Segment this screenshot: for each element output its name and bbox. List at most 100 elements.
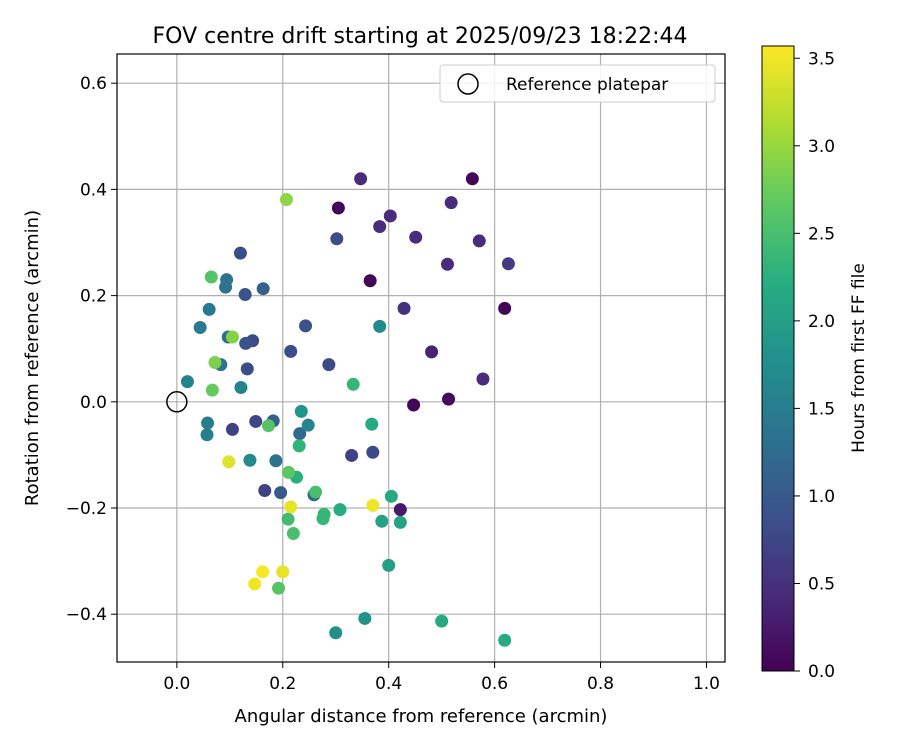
data-point — [284, 344, 298, 358]
data-point — [256, 282, 270, 296]
data-point — [269, 454, 283, 468]
colorbar-tick-label: 1.0 — [808, 487, 835, 507]
y-tick-label: 0.2 — [80, 287, 107, 307]
data-point — [440, 257, 454, 271]
data-point — [309, 485, 323, 499]
data-point — [393, 515, 407, 529]
data-point — [322, 358, 336, 372]
x-tick-label: 0.8 — [587, 674, 614, 694]
y-tick-label: −0.4 — [66, 605, 107, 625]
data-point — [279, 192, 293, 206]
data-point — [243, 453, 257, 467]
data-point — [333, 503, 347, 517]
data-point — [476, 372, 490, 386]
data-point — [219, 280, 233, 294]
data-point — [425, 345, 439, 359]
data-point — [240, 362, 254, 376]
data-point — [358, 611, 372, 625]
data-point — [225, 422, 239, 436]
data-point — [293, 427, 307, 441]
x-tick-label: 0.2 — [269, 674, 296, 694]
data-point — [501, 257, 515, 271]
legend: Reference platepar — [439, 64, 716, 103]
data-point — [299, 319, 313, 333]
y-axis-ticks: −0.4 −0.2 0.0 0.2 0.4 0.6 — [66, 74, 117, 625]
data-point — [330, 232, 344, 246]
data-point — [373, 220, 387, 234]
data-point — [284, 500, 298, 514]
data-point — [292, 439, 306, 453]
colorbar-tick-label: 3.0 — [808, 137, 835, 157]
grid — [117, 54, 725, 662]
data-point — [294, 404, 308, 418]
data-point — [201, 416, 215, 430]
chart-title: FOV centre drift starting at 2025/09/23 … — [153, 24, 688, 49]
data-point — [193, 320, 207, 334]
y-tick-label: 0.4 — [80, 180, 107, 200]
data-point — [345, 448, 359, 462]
colorbar-tick-label: 2.5 — [808, 224, 835, 244]
legend-box — [439, 64, 716, 103]
data-point — [397, 301, 411, 315]
x-tick-label: 0.4 — [375, 674, 402, 694]
data-point — [281, 512, 295, 526]
data-points — [180, 172, 515, 647]
data-point — [498, 301, 512, 315]
data-point — [200, 428, 214, 442]
data-point — [366, 445, 380, 459]
legend-entry-reference: Reference platepar — [506, 75, 668, 95]
data-point — [248, 577, 262, 591]
data-point — [435, 614, 449, 628]
y-tick-label: 0.0 — [80, 393, 107, 413]
data-point — [256, 565, 270, 579]
colorbar-tick-label: 3.5 — [808, 49, 835, 69]
data-point — [383, 209, 397, 223]
data-point — [346, 377, 360, 391]
colorbar: 0.0 0.5 1.0 1.5 2.0 2.5 3.0 3.5 Hours from firs… — [761, 45, 869, 682]
data-point — [384, 489, 398, 503]
data-point — [331, 201, 345, 215]
data-point — [363, 274, 377, 288]
data-point — [407, 398, 421, 412]
colorbar-tick-label: 0.0 — [808, 662, 835, 682]
x-tick-label: 0.6 — [481, 674, 508, 694]
data-point — [205, 383, 219, 397]
colorbar-ticks: 0.0 0.5 1.0 1.5 2.0 2.5 3.0 3.5 — [794, 49, 835, 682]
data-point — [208, 356, 222, 370]
colorbar-gradient — [761, 45, 795, 672]
data-point — [409, 230, 423, 244]
data-point — [498, 633, 512, 647]
data-point — [472, 234, 486, 248]
data-point — [233, 246, 247, 260]
colorbar-tick-label: 2.0 — [808, 312, 835, 332]
data-point — [202, 302, 216, 316]
data-point — [274, 486, 288, 500]
data-point — [180, 375, 194, 389]
data-point — [316, 512, 330, 526]
colorbar-tick-label: 0.5 — [808, 574, 835, 594]
data-point — [286, 526, 300, 540]
colorbar-tick-label: 1.5 — [808, 399, 835, 419]
data-point — [442, 392, 456, 406]
x-tick-label: 0.0 — [163, 674, 190, 694]
data-point — [239, 336, 253, 350]
colorbar-label: Hours from first FF file — [849, 263, 869, 453]
y-axis-label: Rotation from reference (arcmin) — [22, 210, 43, 506]
data-point — [261, 419, 275, 433]
data-point — [301, 418, 315, 432]
data-point — [222, 455, 236, 469]
x-axis-ticks: 0.0 0.2 0.4 0.6 0.8 1.0 — [163, 662, 720, 694]
data-point — [282, 465, 296, 479]
data-point — [272, 581, 286, 595]
x-axis-label: Angular distance from reference (arcmin) — [235, 706, 608, 727]
reference-platepar-marker — [166, 391, 188, 413]
data-point — [366, 498, 380, 512]
data-point — [444, 196, 458, 210]
data-point — [365, 417, 379, 431]
x-tick-label: 1.0 — [693, 674, 720, 694]
data-point — [249, 414, 263, 428]
data-point — [382, 558, 396, 572]
legend-marker-icon — [457, 73, 479, 95]
data-point — [276, 565, 290, 579]
